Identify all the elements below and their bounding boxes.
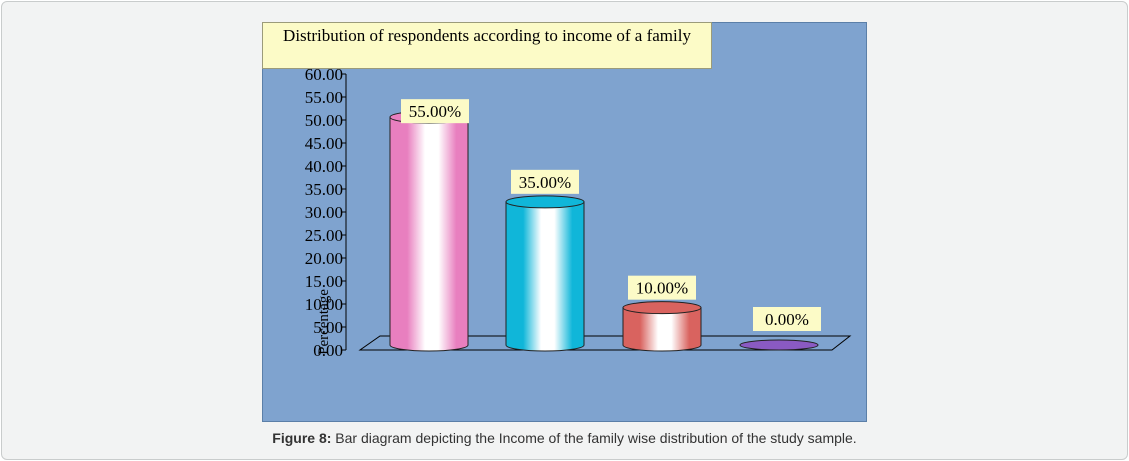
bar-top xyxy=(505,195,585,209)
axis-layer: 0.00 5.00 10.00 15.00 20.00 25.00 30.00 35.00 40… xyxy=(305,65,852,360)
bar-2 xyxy=(505,195,585,352)
caption-text: Bar diagram depicting the Income of the … xyxy=(331,430,857,446)
bar-top xyxy=(622,301,702,315)
data-label-text: 0.00% xyxy=(765,310,809,329)
bar-top xyxy=(739,339,819,351)
data-label-box xyxy=(753,307,821,331)
data-label: 0.00% xyxy=(753,307,821,331)
y-tick-label: 15.00 xyxy=(305,272,343,291)
y-tick-label: 25.00 xyxy=(305,226,343,245)
y-tick-label: 40.00 xyxy=(305,157,343,176)
y-tick-label: 45.00 xyxy=(305,134,343,153)
y-tick-label: 20.00 xyxy=(305,249,343,268)
data-label-box xyxy=(628,275,696,300)
caption-label: Figure 8: xyxy=(272,430,332,446)
y-tick-label: 60.00 xyxy=(305,65,343,84)
y-tick-label: 10.00 xyxy=(305,295,343,314)
data-label: 35.00% xyxy=(511,169,579,194)
y-tick-label: 35.00 xyxy=(305,180,343,199)
bar-body xyxy=(389,116,469,352)
y-tick-label: 30.00 xyxy=(305,203,343,222)
chart-title: Distribution of respondents according to… xyxy=(262,22,712,69)
bar-3 xyxy=(622,301,702,352)
data-label: 10.00% xyxy=(628,275,696,300)
y-tick-label: 50.00 xyxy=(305,111,343,130)
y-tick-label: 0.00 xyxy=(313,341,343,360)
bars-layer xyxy=(389,110,819,352)
data-label-text: 10.00% xyxy=(636,279,688,298)
figure-caption: Figure 8: Bar diagram depicting the Inco… xyxy=(0,430,1129,446)
y-axis-label: Percentage xyxy=(316,289,332,355)
bar-body xyxy=(622,307,702,352)
data-label-box xyxy=(511,169,579,194)
data-label-text: 35.00% xyxy=(519,173,571,192)
data-label: 55.00% xyxy=(401,99,469,124)
bar-body xyxy=(505,201,585,352)
data-label-box xyxy=(401,99,469,124)
bar-1 xyxy=(389,110,469,352)
labels-layer: 55.00% 35.00% 10.00% 0.00% xyxy=(401,99,821,331)
data-label-text: 55.00% xyxy=(409,102,461,121)
y-tick-label: 5.00 xyxy=(313,318,343,337)
bar-4 xyxy=(739,339,819,351)
y-tick-label: 55.00 xyxy=(305,88,343,107)
